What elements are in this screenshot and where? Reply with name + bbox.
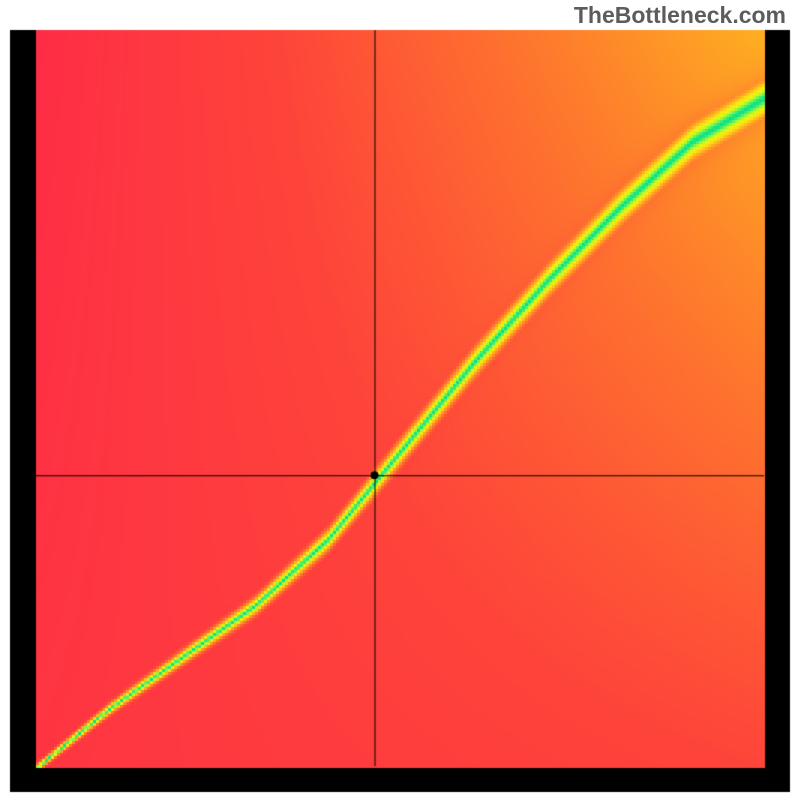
watermark-text: TheBottleneck.com: [574, 2, 786, 29]
bottleneck-heatmap-canvas: [0, 0, 800, 800]
chart-container: TheBottleneck.com: [0, 0, 800, 800]
